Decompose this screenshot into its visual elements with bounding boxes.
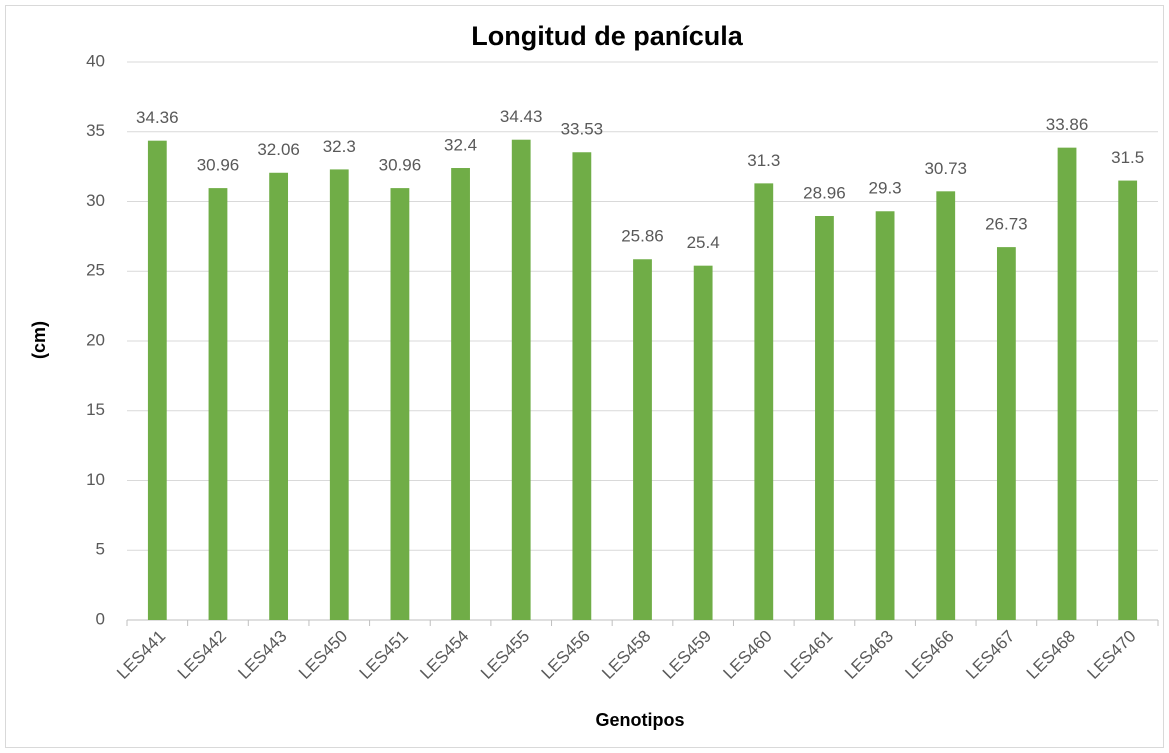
bar [815, 216, 834, 620]
value-label: 30.73 [924, 159, 967, 178]
bar [936, 191, 956, 620]
y-tick-label: 0 [96, 609, 105, 628]
y-tick-label: 10 [86, 470, 105, 489]
value-label: 26.73 [985, 215, 1028, 234]
bar [390, 188, 410, 620]
value-label: 32.4 [444, 136, 477, 155]
bar [329, 169, 349, 621]
bar [451, 168, 470, 620]
value-label: 30.96 [379, 156, 422, 175]
value-label: 29.3 [869, 179, 902, 198]
value-label: 25.86 [621, 227, 664, 246]
bar [633, 259, 652, 620]
value-label: 30.96 [197, 156, 240, 175]
value-label: 32.3 [323, 137, 356, 156]
value-label: 25.4 [687, 233, 720, 252]
bar [1057, 147, 1077, 620]
bar [693, 265, 713, 620]
value-label: 31.5 [1111, 148, 1144, 167]
y-tick-label: 30 [86, 191, 105, 210]
chart-title: Longitud de panícula [471, 21, 743, 51]
bar [1118, 180, 1138, 620]
y-tick-label: 20 [86, 330, 105, 349]
bar [996, 247, 1016, 620]
value-label: 34.43 [500, 107, 543, 126]
y-tick-label: 25 [86, 261, 105, 280]
bar [511, 139, 531, 620]
bar [754, 183, 774, 621]
bar [875, 211, 895, 620]
value-label: 33.86 [1046, 115, 1089, 134]
value-label: 32.06 [257, 140, 300, 159]
y-tick-label: 15 [86, 400, 105, 419]
value-label: 34.36 [136, 108, 179, 127]
y-tick-label: 40 [86, 51, 105, 70]
bar [147, 140, 167, 621]
y-tick-label: 35 [86, 121, 105, 140]
bar [208, 188, 228, 620]
x-axis-label: Genotipos [596, 710, 685, 730]
y-axis-label: (cm) [29, 321, 49, 359]
value-label: 28.96 [803, 183, 846, 202]
value-label: 31.3 [747, 151, 780, 170]
bar [572, 152, 592, 620]
y-tick-label: 5 [96, 540, 105, 559]
value-label: 33.53 [561, 120, 604, 139]
bar [269, 172, 289, 620]
